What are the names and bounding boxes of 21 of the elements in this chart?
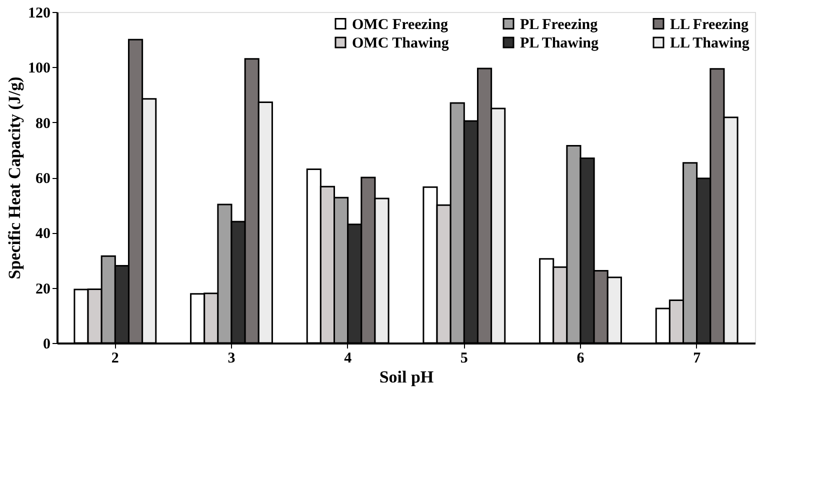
y-tick-label: 40 [36,226,50,242]
y-axis-title: Specific Heat Capacity (J/g) [5,76,24,280]
legend-label: PL Thawing [520,36,600,52]
legend-label: LL Thawing [670,36,750,52]
x-tick-label: 6 [576,350,585,366]
x-tick-label: 2 [111,350,119,366]
y-tick-label: 0 [43,336,50,352]
x-tick-label: 7 [693,350,702,366]
legend-label: OMC Freezing [352,16,448,33]
x-tick-label: 5 [460,350,468,366]
x-tick-label: 4 [344,350,352,366]
y-tick-label: 100 [28,60,50,77]
x-tick-label: 3 [228,350,236,366]
legend-label: LL Freezing [670,16,749,33]
y-tick-label: 80 [36,116,50,132]
legend-label: OMC Thawing [352,36,450,52]
y-tick-label: 120 [28,6,50,22]
legend-label: PL Freezing [520,16,598,33]
y-tick-label: 60 [36,171,50,187]
y-tick-label: 20 [36,281,50,298]
x-axis-title: Soil pH [379,368,434,386]
